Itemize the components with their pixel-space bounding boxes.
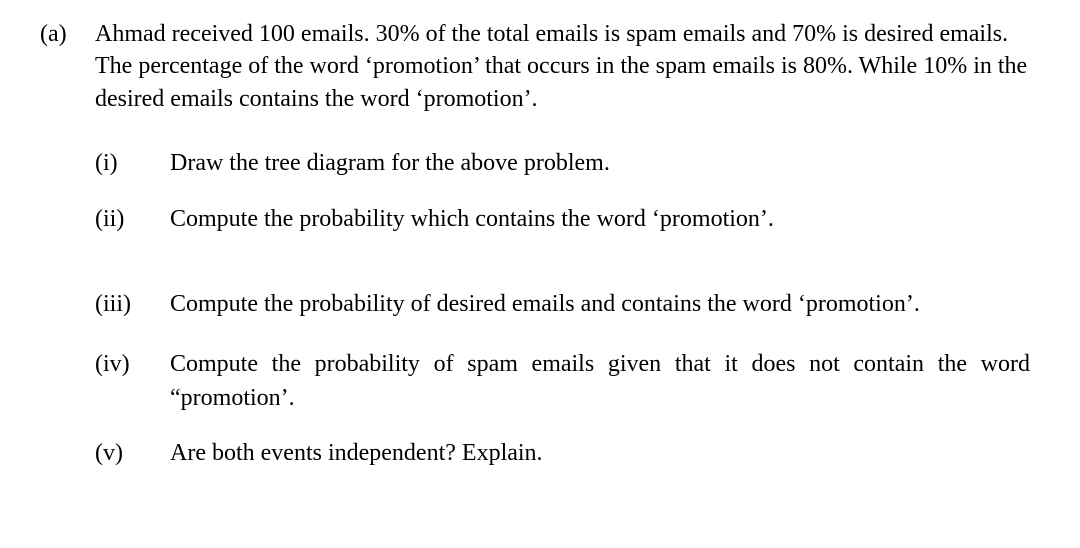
intro-text: Ahmad received 100 emails. 30% of the to…	[95, 18, 1030, 115]
intro-row: (a) Ahmad received 100 emails. 30% of th…	[40, 18, 1030, 115]
subpart-text-iv: Compute the probability of spam emails g…	[170, 348, 1030, 415]
part-label: (a)	[40, 18, 95, 50]
subpart-text-iii: Compute the probability of desired email…	[170, 288, 920, 322]
subpart-text-ii: Compute the probability which contains t…	[170, 203, 774, 237]
subpart-label-iv: (iv)	[95, 348, 170, 380]
subpart-ii-row: (ii) Compute the probability which conta…	[95, 203, 1030, 237]
subpart-text-i: Draw the tree diagram for the above prob…	[170, 147, 610, 181]
subpart-v-row: (v) Are both events independent? Explain…	[95, 437, 1030, 471]
subpart-label-v: (v)	[95, 437, 170, 469]
subpart-iii-row: (iii) Compute the probability of desired…	[95, 288, 1030, 322]
subpart-text-v: Are both events independent? Explain.	[170, 437, 543, 471]
subpart-label-i: (i)	[95, 147, 170, 179]
subpart-i-row: (i) Draw the tree diagram for the above …	[95, 147, 1030, 181]
page-root: (a) Ahmad received 100 emails. 30% of th…	[0, 0, 1080, 471]
subpart-iv-row: (iv) Compute the probability of spam ema…	[95, 348, 1030, 415]
subpart-label-ii: (ii)	[95, 203, 170, 235]
subpart-label-iii: (iii)	[95, 288, 170, 320]
